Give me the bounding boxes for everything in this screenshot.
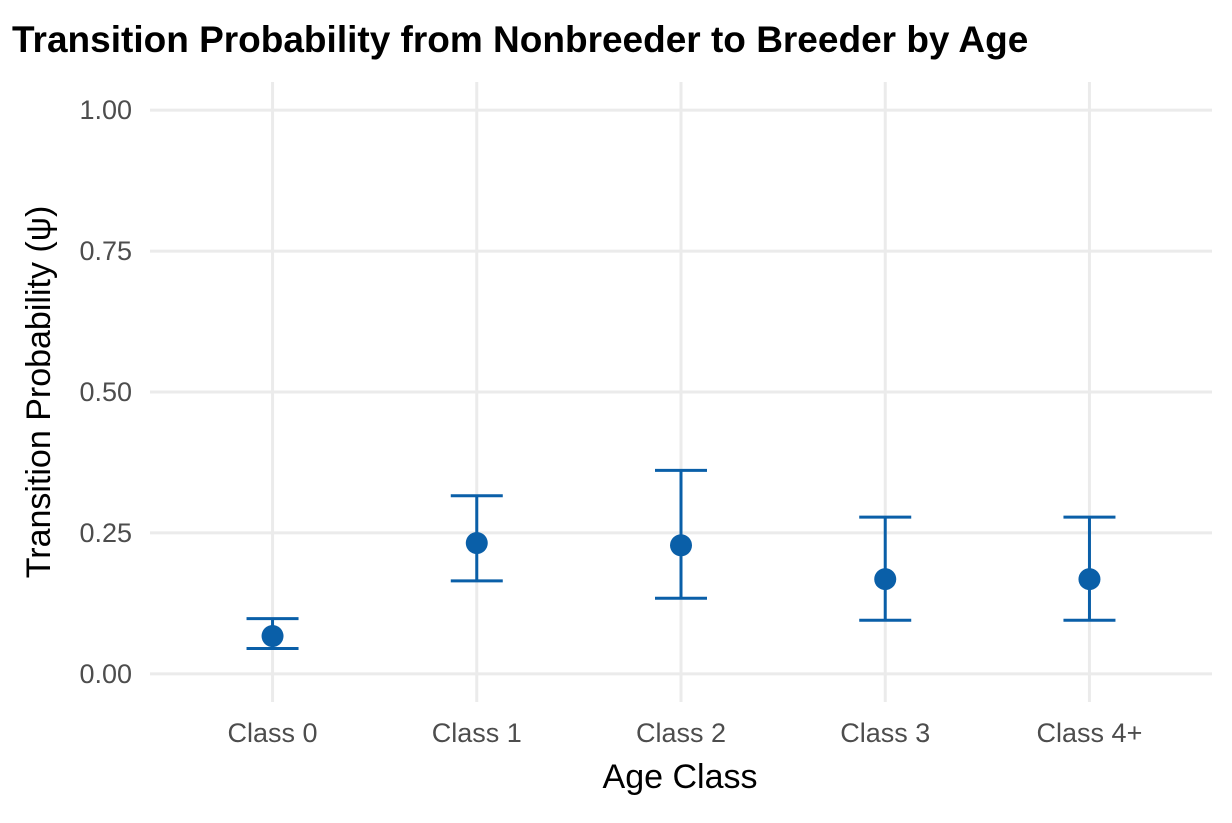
y-tick-label: 0.50 <box>79 377 132 407</box>
data-point <box>1078 568 1101 591</box>
x-tick-label: Class 2 <box>636 718 726 748</box>
x-axis-ticks: Class 0 Class 1 Class 2 Class 3 Class 4+ <box>228 718 1143 748</box>
data-point <box>874 568 897 591</box>
y-tick-label: 0.75 <box>79 236 132 266</box>
x-tick-label: Class 4+ <box>1037 718 1143 748</box>
y-tick-label: 1.00 <box>79 95 132 125</box>
data-point <box>465 532 488 555</box>
chart-title: Transition Probability from Nonbreeder t… <box>12 19 1028 60</box>
data-point <box>261 625 284 648</box>
data-point <box>670 534 692 557</box>
y-axis-ticks: 0.00 0.25 0.50 0.75 1.00 <box>79 95 132 689</box>
x-tick-label: Class 0 <box>228 718 318 748</box>
data-marks <box>246 468 1116 650</box>
x-tick-label: Class 1 <box>432 718 522 748</box>
x-axis-title: Age Class <box>603 758 758 796</box>
y-tick-label: 0.00 <box>79 659 132 689</box>
y-axis-title: Transition Probability (ψ) <box>20 206 58 579</box>
y-tick-label: 0.25 <box>79 518 132 548</box>
x-tick-label: Class 3 <box>840 718 930 748</box>
gridlines <box>150 82 1212 702</box>
